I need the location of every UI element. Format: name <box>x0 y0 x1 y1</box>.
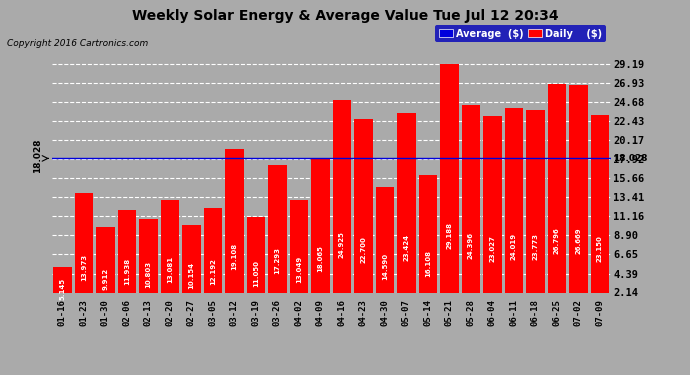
Bar <box>226 149 244 310</box>
Bar <box>182 225 201 310</box>
Text: 12.192: 12.192 <box>210 258 216 285</box>
Text: 5.145: 5.145 <box>59 278 66 300</box>
Bar <box>268 165 286 310</box>
Bar <box>354 119 373 310</box>
Text: 10.154: 10.154 <box>188 262 195 289</box>
Text: 9.912: 9.912 <box>103 267 108 290</box>
Bar <box>462 105 480 310</box>
Bar <box>591 115 609 310</box>
Legend: Average  ($), Daily    ($): Average ($), Daily ($) <box>435 26 606 42</box>
Text: Copyright 2016 Cartronics.com: Copyright 2016 Cartronics.com <box>7 39 148 48</box>
Bar <box>419 175 437 310</box>
Bar <box>204 208 222 310</box>
Text: 16.108: 16.108 <box>425 250 431 277</box>
Bar <box>333 100 351 310</box>
Bar <box>505 108 523 310</box>
Bar <box>311 158 330 310</box>
Text: 23.773: 23.773 <box>533 233 538 260</box>
Text: 10.803: 10.803 <box>146 261 152 288</box>
Text: 19.108: 19.108 <box>231 243 237 270</box>
Bar <box>161 200 179 310</box>
Text: 11.938: 11.938 <box>124 258 130 285</box>
Bar <box>569 86 588 310</box>
Bar <box>139 219 157 310</box>
Text: 23.424: 23.424 <box>404 234 409 261</box>
Bar <box>118 210 136 310</box>
Text: 23.150: 23.150 <box>597 235 603 262</box>
Text: 26.796: 26.796 <box>554 227 560 254</box>
Bar <box>75 193 93 310</box>
Bar <box>376 188 394 310</box>
Text: 18.028: 18.028 <box>33 139 43 173</box>
Text: Weekly Solar Energy & Average Value Tue Jul 12 20:34: Weekly Solar Energy & Average Value Tue … <box>132 9 558 23</box>
Text: 11.050: 11.050 <box>253 260 259 287</box>
Text: 22.700: 22.700 <box>360 236 366 262</box>
Bar <box>526 110 544 310</box>
Text: 26.669: 26.669 <box>575 228 582 254</box>
Text: 17.293: 17.293 <box>275 247 280 274</box>
Text: 13.973: 13.973 <box>81 254 87 281</box>
Bar <box>397 113 415 310</box>
Bar <box>440 64 459 310</box>
Bar <box>290 200 308 310</box>
Text: 23.027: 23.027 <box>489 235 495 262</box>
Text: 14.590: 14.590 <box>382 253 388 280</box>
Text: 13.049: 13.049 <box>296 256 302 283</box>
Bar <box>97 227 115 310</box>
Bar <box>247 217 265 310</box>
Bar <box>53 267 72 310</box>
Text: 18.028: 18.028 <box>613 154 647 163</box>
Text: 24.925: 24.925 <box>339 231 345 258</box>
Text: 29.188: 29.188 <box>446 222 453 249</box>
Text: 24.019: 24.019 <box>511 233 517 260</box>
Bar <box>548 84 566 310</box>
Text: 18.065: 18.065 <box>317 246 324 273</box>
Text: 13.081: 13.081 <box>167 256 173 283</box>
Bar <box>483 116 502 310</box>
Text: 24.396: 24.396 <box>468 232 474 259</box>
